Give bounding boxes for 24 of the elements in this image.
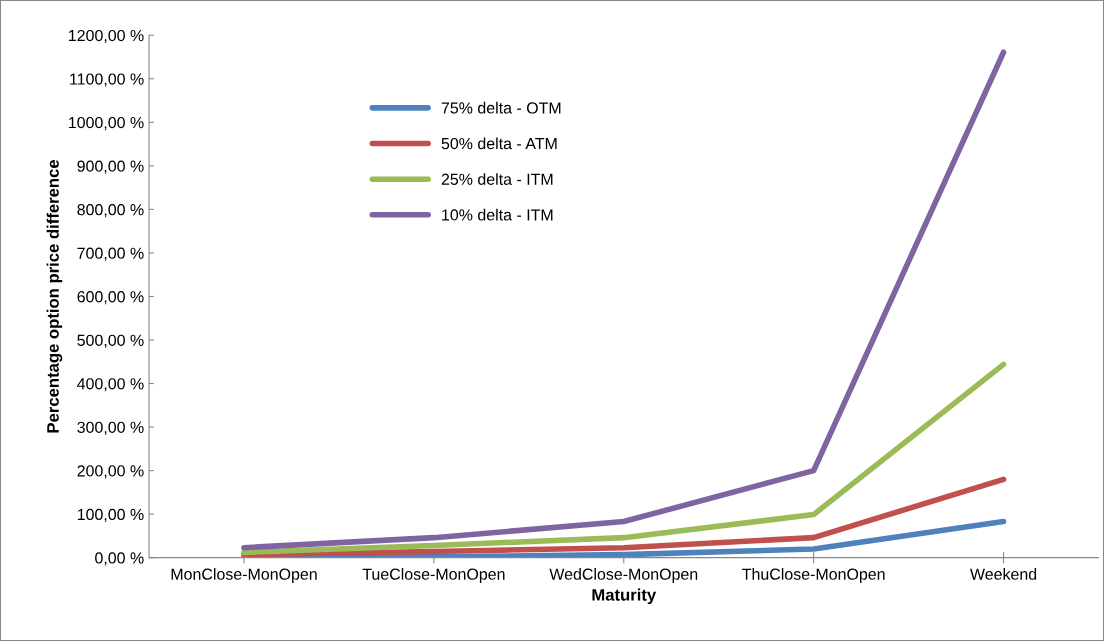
y-tick-label: 1200,00 % [69, 29, 144, 44]
legend-label: 25% delta - ITM [441, 173, 553, 185]
y-tick-label: 800,00 % [77, 204, 144, 218]
x-tick-label: TueClose-MonOpen [362, 568, 505, 583]
y-tick-label: 900,00 % [77, 160, 144, 174]
y-tick-label: 100,00 % [77, 508, 144, 522]
x-tick-label: MonClose-MonOpen [171, 568, 317, 583]
y-tick-label: 1100,00 % [70, 73, 144, 87]
x-axis-title: Maturity [592, 588, 657, 605]
x-tick-label: ThuClose-MonOpen [742, 568, 885, 583]
x-tick-label: Weekend [970, 568, 1037, 580]
y-axis-title: Percentage option price difference [46, 159, 63, 433]
legend-label: 75% delta - OTM [441, 101, 561, 114]
y-tick-label: 1000,00 % [69, 116, 144, 131]
y-tick-label: 400,00 % [77, 378, 144, 392]
y-tick-label: 700,00 % [77, 247, 144, 261]
legend-label: 50% delta - ATM [441, 137, 557, 150]
y-tick-label: 200,00 % [77, 465, 144, 479]
y-tick-label: 0,00 % [95, 552, 144, 566]
y-tick-label: 600,00 % [77, 291, 144, 305]
x-tick-label: WedClose-MonOpen [549, 568, 698, 583]
y-tick-label: 300,00 % [77, 421, 144, 435]
legend-label: 10% delta - ITM [442, 208, 553, 221]
y-tick-label: 500,00 % [77, 334, 144, 348]
